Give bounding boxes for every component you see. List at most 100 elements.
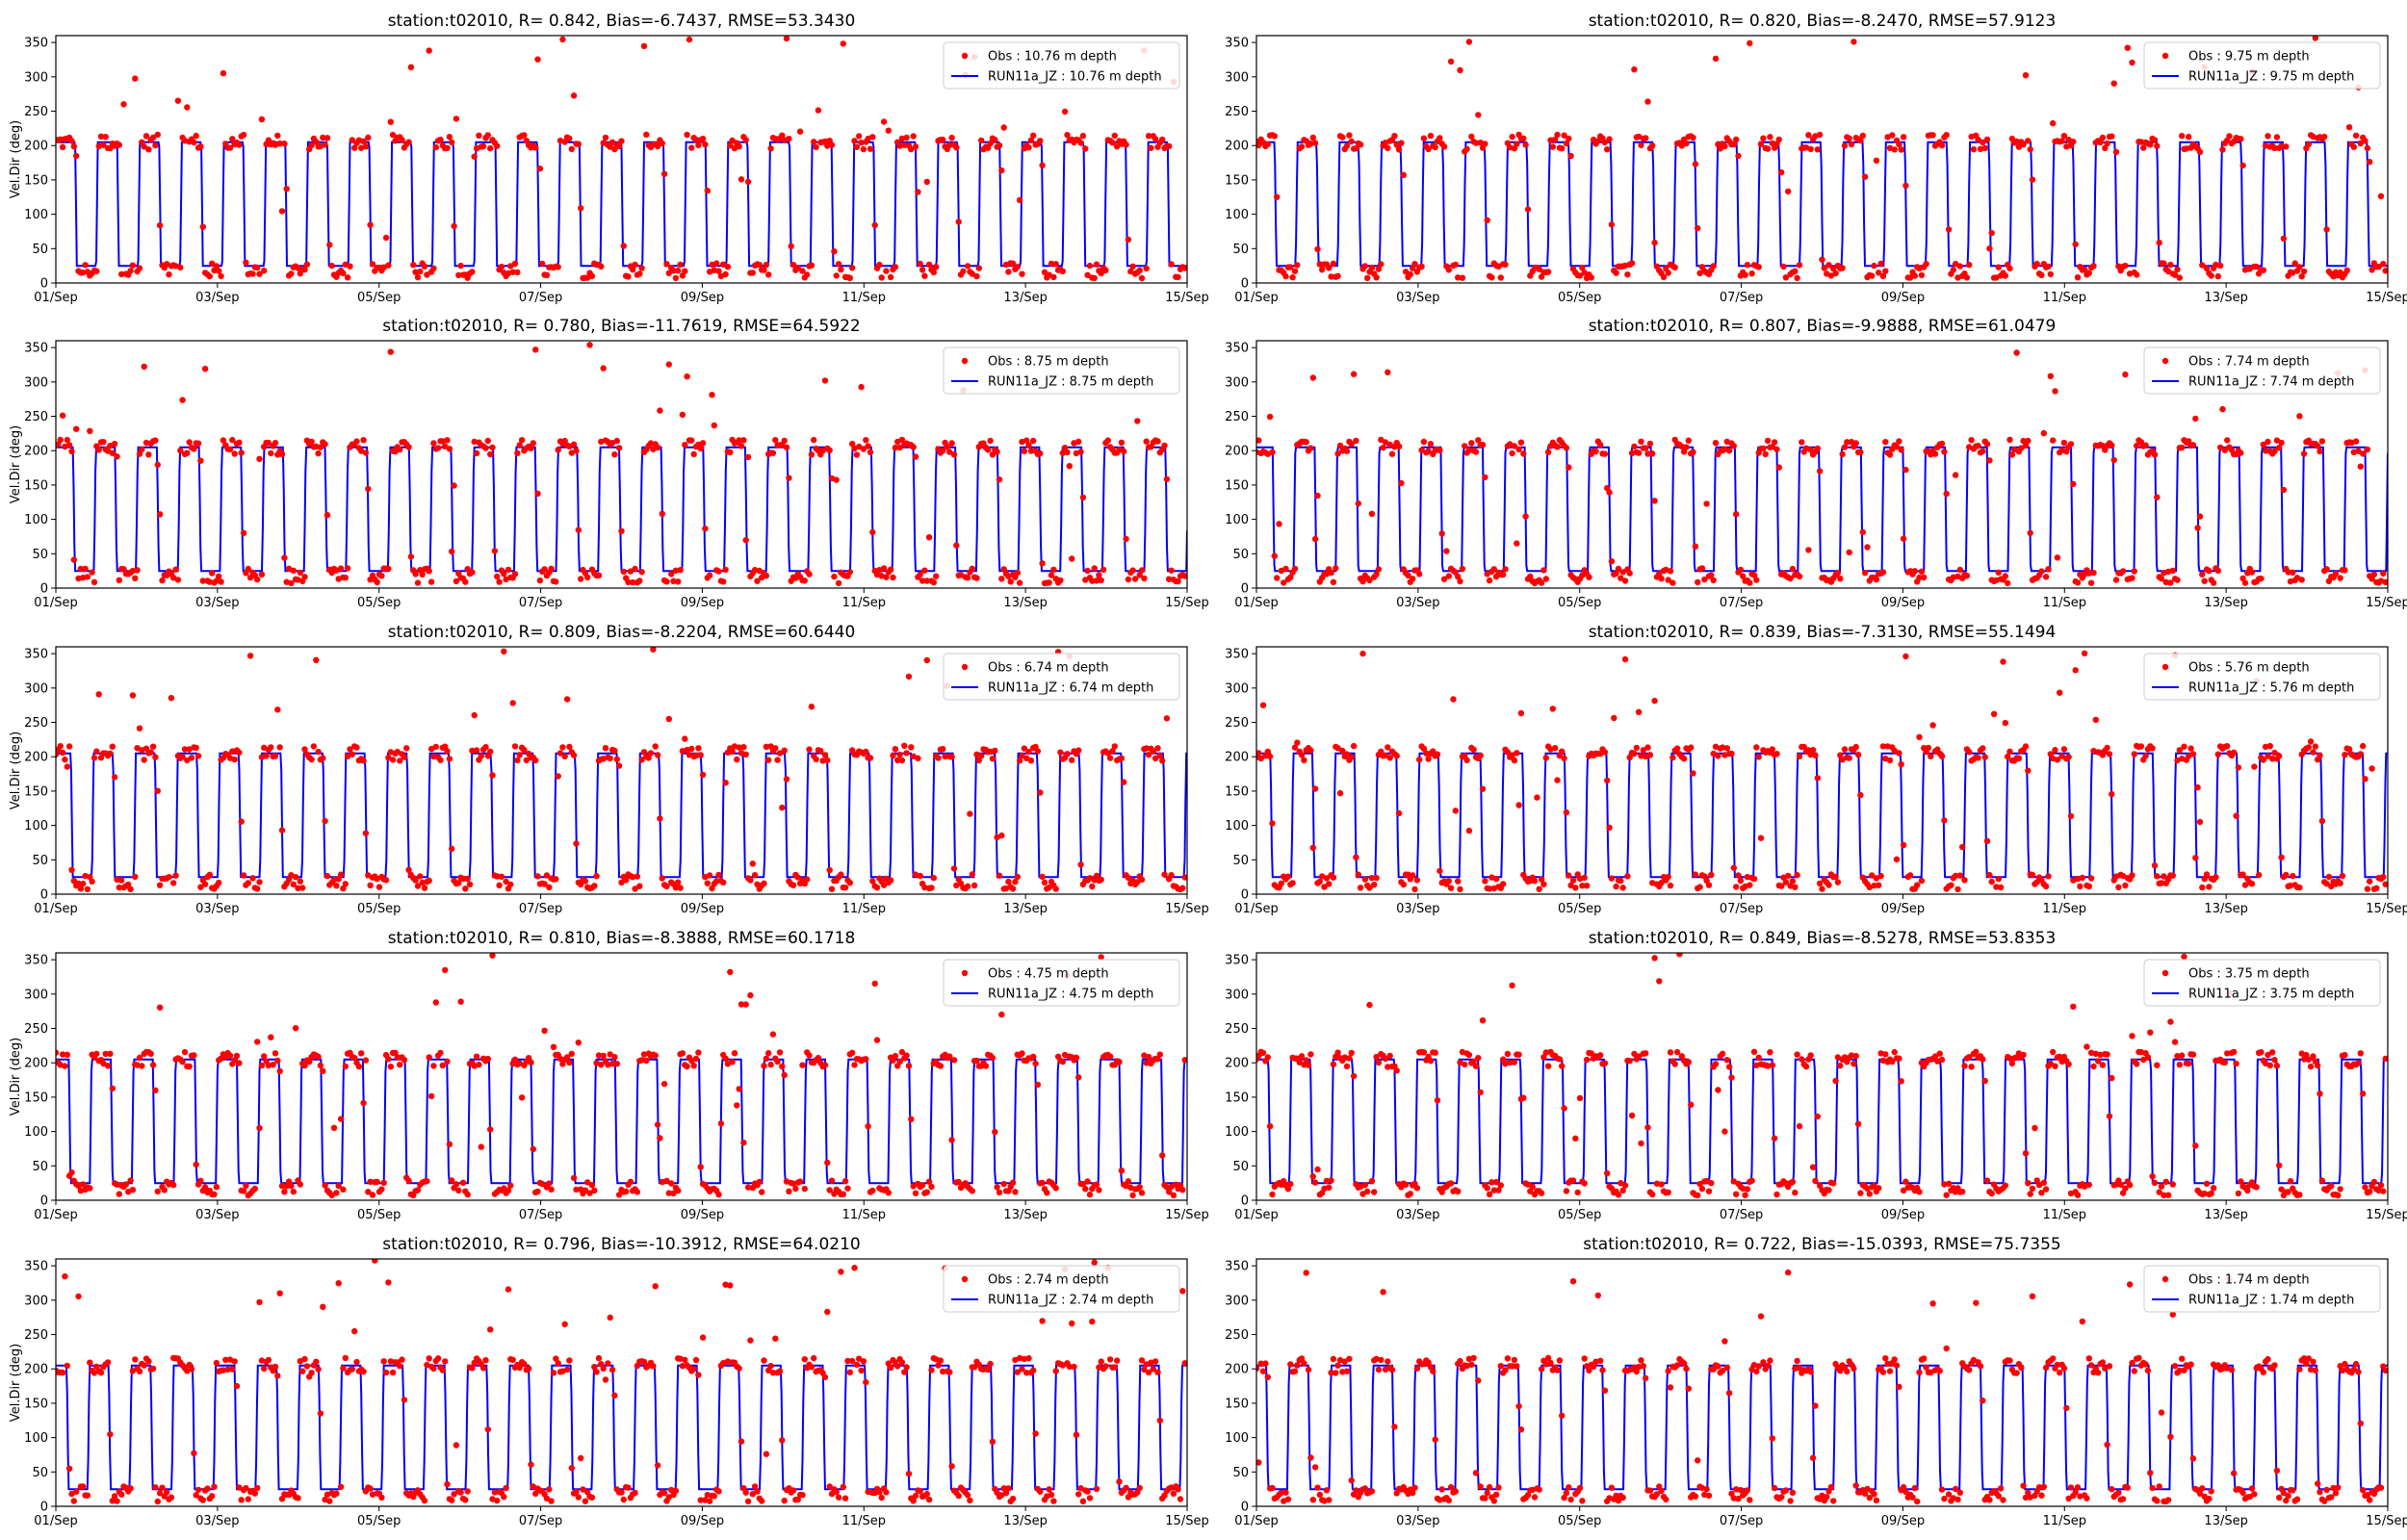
obs-point <box>876 1489 883 1496</box>
obs-point <box>1844 439 1851 446</box>
obs-point <box>2109 790 2115 798</box>
obs-point <box>706 572 713 578</box>
obs-point <box>1737 877 1745 885</box>
obs-point <box>351 144 358 151</box>
obs-point <box>261 1365 268 1373</box>
y-tick-label: 250 <box>1225 105 1249 119</box>
obs-point <box>301 574 308 580</box>
obs-point <box>1941 1181 1948 1188</box>
obs-point <box>288 1182 295 1190</box>
obs-point <box>1509 133 1515 141</box>
obs-point <box>2050 437 2057 444</box>
obs-point <box>578 881 584 888</box>
obs-point <box>967 1497 973 1504</box>
obs-point <box>1125 236 1132 244</box>
obs-point <box>511 1056 519 1064</box>
obs-point <box>340 885 347 892</box>
obs-point <box>1468 133 1475 141</box>
obs-point <box>1002 1490 1010 1497</box>
obs-point <box>87 1185 93 1192</box>
obs-point <box>811 1354 817 1362</box>
obs-point <box>59 1369 66 1376</box>
obs-point <box>1536 266 1542 272</box>
obs-point <box>503 878 509 886</box>
obs-point <box>657 1135 663 1142</box>
obs-point <box>299 885 306 891</box>
axes-frame <box>55 35 1188 284</box>
obs-point <box>1027 757 1035 764</box>
obs-point <box>414 1187 422 1194</box>
obs-point <box>588 1494 596 1502</box>
obs-point <box>1350 742 1358 750</box>
obs-point <box>1542 576 1550 582</box>
obs-point <box>532 757 539 764</box>
obs-point <box>254 1039 261 1045</box>
obs-point <box>444 1058 451 1065</box>
obs-point <box>921 272 928 279</box>
obs-point <box>1059 268 1067 274</box>
obs-point <box>1696 1180 1703 1188</box>
obs-point <box>731 1050 738 1057</box>
obs-point <box>2134 271 2140 278</box>
obs-point <box>1952 872 1959 880</box>
obs-point <box>2005 579 2011 587</box>
axes-frame <box>1255 35 2389 284</box>
obs-point <box>688 437 695 444</box>
obs-point <box>65 743 73 750</box>
obs-point <box>2214 567 2221 575</box>
obs-point <box>1869 872 1876 879</box>
obs-point <box>2315 1062 2321 1069</box>
obs-point <box>1050 1498 1057 1504</box>
obs-point <box>2131 751 2137 757</box>
legend-model-label: RUN11a_JZ : 2.74 m depth <box>988 1294 1153 1308</box>
obs-point <box>1382 439 1389 446</box>
obs-point <box>410 262 417 269</box>
obs-point <box>337 871 345 878</box>
obs-point <box>2367 1189 2373 1195</box>
obs-point <box>1643 1050 1649 1057</box>
obs-point <box>342 881 349 887</box>
obs-point <box>851 1265 858 1271</box>
obs-point <box>688 745 695 753</box>
obs-point <box>742 1001 749 1008</box>
x-tick-label: 05/Sep <box>357 1514 401 1528</box>
obs-point <box>426 1054 432 1061</box>
obs-point <box>59 1051 66 1058</box>
obs-point <box>1667 882 1674 889</box>
obs-point <box>464 1488 471 1495</box>
obs-point <box>320 1303 326 1311</box>
obs-point <box>1359 650 1366 657</box>
obs-point <box>720 879 727 886</box>
obs-point <box>608 1366 616 1373</box>
legend-obs-label: Obs : 5.76 m depth <box>2188 661 2310 676</box>
obs-point <box>2147 1029 2154 1036</box>
obs-point <box>765 271 772 278</box>
obs-point <box>1181 874 1187 881</box>
obs-point <box>1730 1178 1738 1185</box>
obs-point <box>892 444 899 451</box>
obs-point <box>1911 272 1919 279</box>
obs-point <box>1692 161 1699 167</box>
obs-point <box>328 1192 335 1199</box>
chart-title: station:t02010, R= 0.796, Bias=-10.3912,… <box>382 1235 860 1254</box>
y-tick-label: 350 <box>1225 37 1249 51</box>
obs-point <box>2085 1181 2092 1189</box>
obs-point <box>194 753 202 759</box>
y-tick-label: 150 <box>24 784 48 799</box>
obs-point <box>1665 577 1671 583</box>
obs-point <box>432 743 439 751</box>
obs-point <box>351 1055 358 1062</box>
obs-point <box>245 880 251 886</box>
obs-point <box>1278 880 1285 886</box>
obs-point <box>736 143 742 150</box>
obs-point <box>335 1280 342 1287</box>
obs-point <box>1712 1061 1720 1067</box>
obs-point <box>1613 883 1619 890</box>
obs-point <box>93 1050 100 1058</box>
obs-point <box>1995 569 2002 576</box>
obs-point <box>1375 1059 1383 1066</box>
obs-point <box>2307 738 2315 745</box>
obs-point <box>663 261 670 268</box>
legend-box <box>943 1265 1180 1313</box>
obs-point <box>1695 1192 1701 1199</box>
